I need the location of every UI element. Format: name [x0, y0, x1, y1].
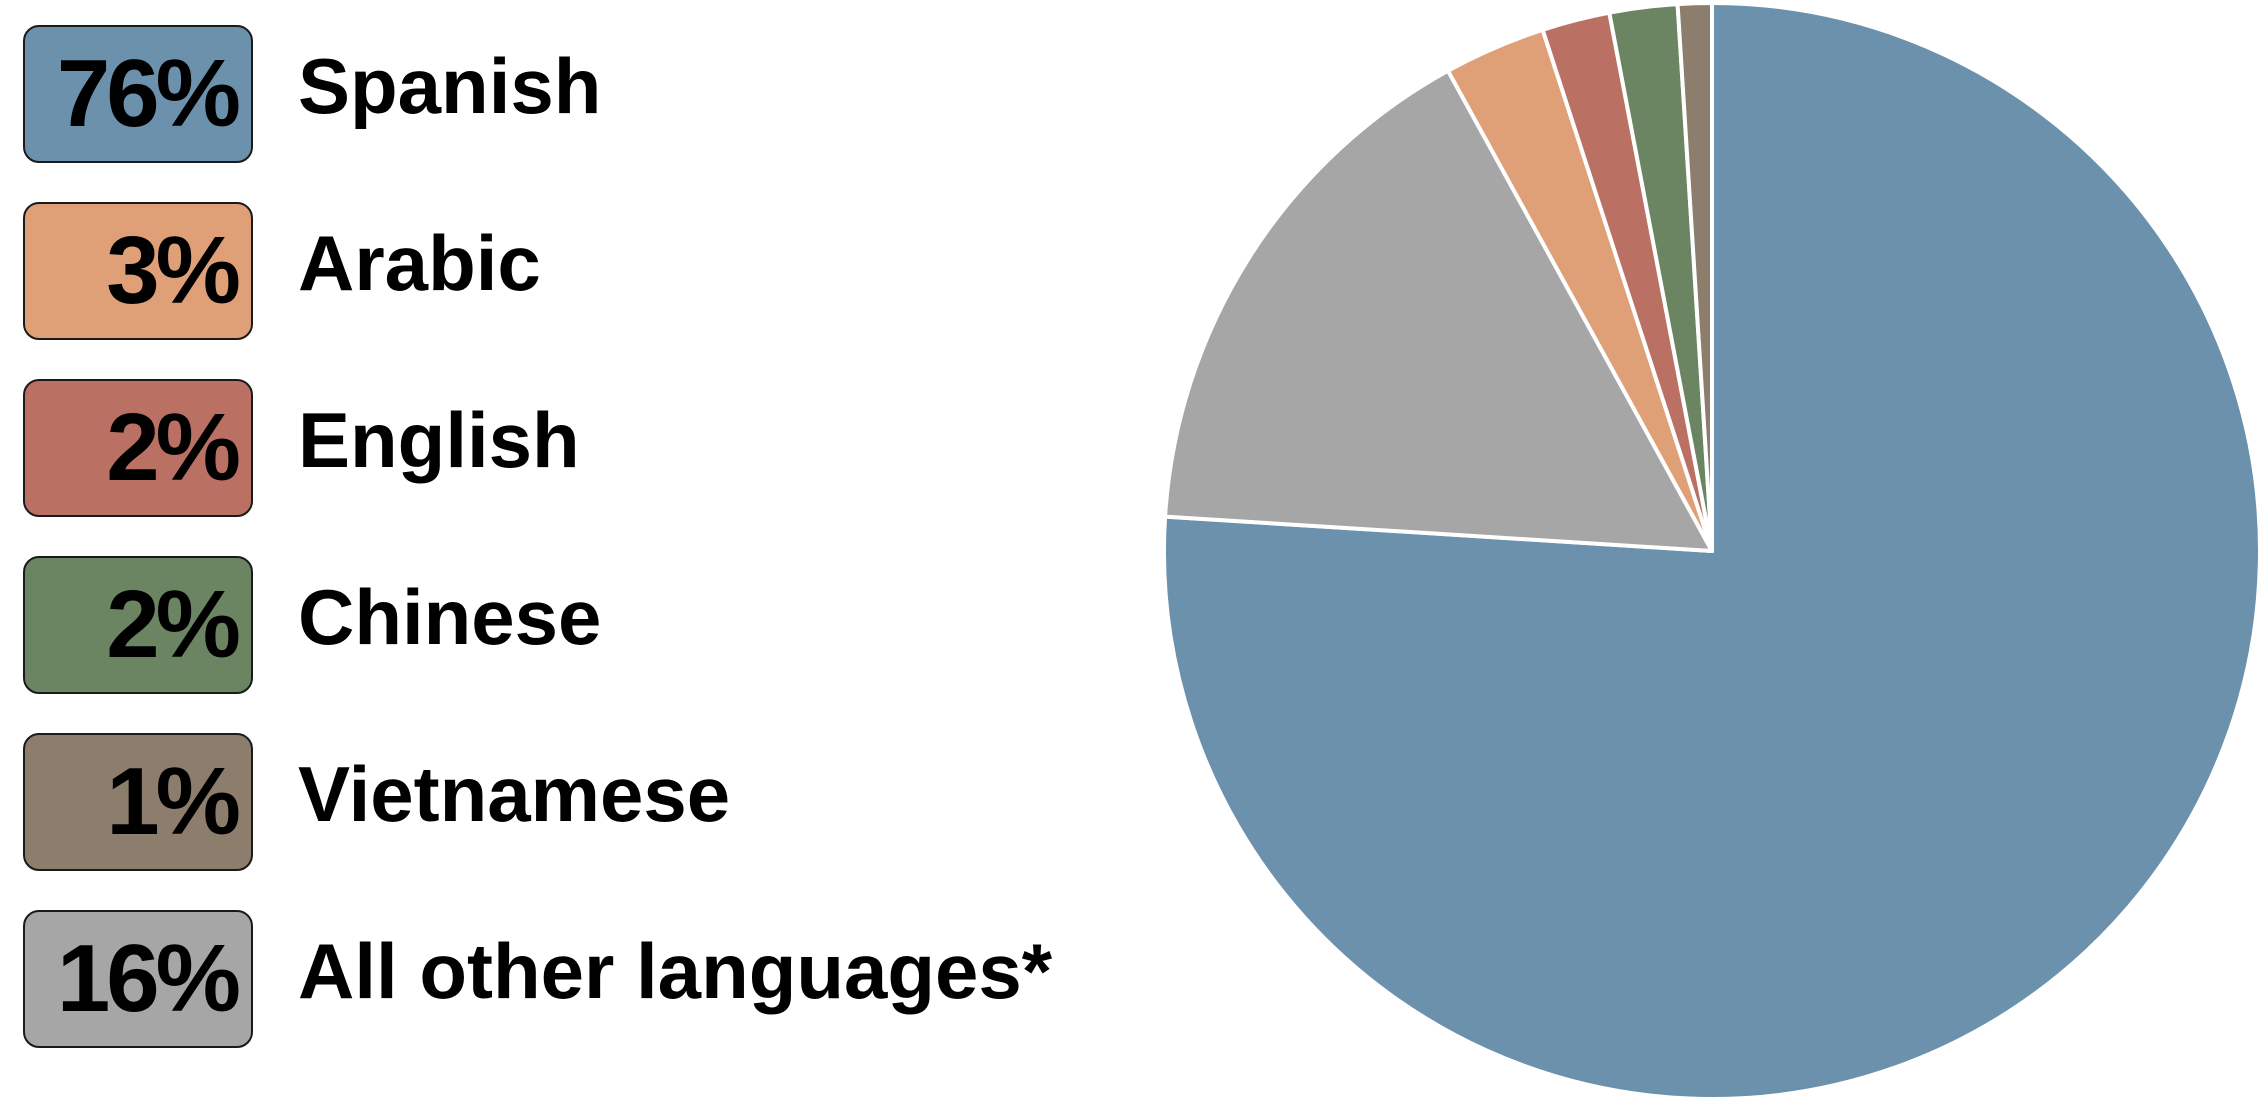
legend-label: All other languages* [298, 927, 1053, 1015]
legend-percent: 3% [106, 217, 241, 324]
legend-swatch: 1% [23, 733, 253, 871]
pie-slice-spanish [1162, 1, 2262, 1101]
legend-label: Spanish [298, 42, 602, 130]
legend-swatch: 76% [23, 25, 253, 163]
legend-item: 16% All other languages* [23, 910, 1052, 1050]
legend-percent: 16% [56, 925, 241, 1032]
legend-item: 1% Vietnamese [23, 733, 1023, 873]
legend-percent: 76% [56, 40, 241, 147]
legend-item: 2% Chinese [23, 556, 1023, 696]
pie-slice-all-other-languages [1163, 68, 1714, 553]
legend-label: English [298, 396, 580, 484]
legend-swatch: 3% [23, 202, 253, 340]
legend-item: 2% English [23, 379, 1023, 519]
pie-slice-vietnamese [1675, 1, 1714, 553]
legend-percent: 2% [106, 571, 241, 678]
legend-percent: 2% [106, 394, 241, 501]
legend-swatch: 2% [23, 379, 253, 517]
legend-swatch: 16% [23, 910, 253, 1048]
legend-swatch: 2% [23, 556, 253, 694]
legend-item: 76% Spanish [23, 25, 1023, 165]
legend-percent: 1% [106, 748, 241, 855]
legend-label: Arabic [298, 219, 541, 307]
legend-item: 3% Arabic [23, 202, 1023, 342]
legend-label: Vietnamese [298, 750, 731, 838]
legend-label: Chinese [298, 573, 602, 661]
